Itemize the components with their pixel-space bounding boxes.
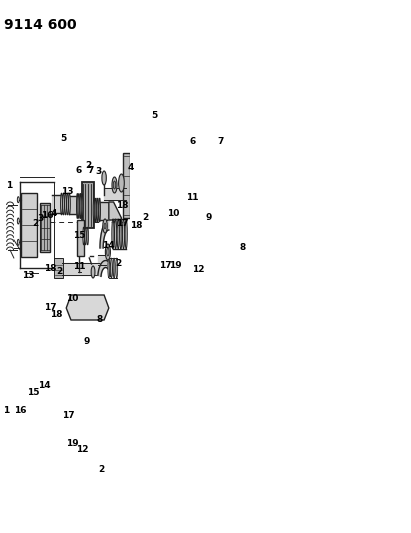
Text: 13: 13 <box>61 188 74 197</box>
Text: 9: 9 <box>206 214 212 222</box>
Text: 16: 16 <box>14 406 26 415</box>
Text: 15: 15 <box>73 230 86 239</box>
Ellipse shape <box>125 219 127 249</box>
Text: 2: 2 <box>98 465 104 473</box>
Text: 2: 2 <box>57 268 63 276</box>
Text: 10: 10 <box>167 208 179 217</box>
Text: 11: 11 <box>186 193 199 203</box>
Text: 14: 14 <box>38 382 51 390</box>
Ellipse shape <box>116 258 118 278</box>
Ellipse shape <box>111 258 112 278</box>
Text: 18: 18 <box>44 264 57 273</box>
Text: 18: 18 <box>50 310 62 319</box>
Text: 14: 14 <box>102 240 115 249</box>
Text: 8: 8 <box>97 316 103 324</box>
Ellipse shape <box>67 193 68 215</box>
Circle shape <box>119 174 124 192</box>
Text: 7: 7 <box>217 136 223 146</box>
Ellipse shape <box>76 193 78 219</box>
Ellipse shape <box>83 227 84 245</box>
Ellipse shape <box>112 219 114 249</box>
Circle shape <box>104 223 106 229</box>
Ellipse shape <box>97 198 99 222</box>
Text: 2: 2 <box>143 214 149 222</box>
Bar <box>77 220 83 256</box>
Text: 1: 1 <box>6 181 12 190</box>
Polygon shape <box>100 220 109 248</box>
Ellipse shape <box>120 219 122 249</box>
Ellipse shape <box>93 198 95 222</box>
Text: 3: 3 <box>37 214 43 223</box>
Text: 5: 5 <box>60 134 66 143</box>
Text: 2: 2 <box>85 160 92 169</box>
Text: 12: 12 <box>192 265 205 274</box>
Text: 2: 2 <box>115 259 121 268</box>
Text: 8: 8 <box>240 244 246 253</box>
Text: 7: 7 <box>88 166 94 175</box>
Text: 9114 600: 9114 600 <box>4 18 76 32</box>
Text: 1: 1 <box>3 406 9 415</box>
Ellipse shape <box>80 193 81 219</box>
Ellipse shape <box>87 227 88 245</box>
Ellipse shape <box>62 193 65 215</box>
Ellipse shape <box>99 198 100 222</box>
Bar <box>40 203 51 252</box>
Ellipse shape <box>113 258 115 278</box>
Text: 9: 9 <box>83 337 90 345</box>
Ellipse shape <box>95 198 97 222</box>
Ellipse shape <box>108 258 110 278</box>
Bar <box>123 153 129 218</box>
Polygon shape <box>98 261 113 276</box>
Ellipse shape <box>85 227 86 245</box>
Bar <box>21 193 37 257</box>
Circle shape <box>91 266 95 278</box>
Circle shape <box>103 219 107 233</box>
Text: 13: 13 <box>22 271 34 279</box>
Text: 6: 6 <box>76 166 82 175</box>
Circle shape <box>113 181 116 189</box>
Text: 10: 10 <box>66 294 78 303</box>
Ellipse shape <box>78 193 80 219</box>
Text: 18: 18 <box>116 201 128 211</box>
Circle shape <box>102 171 106 185</box>
Text: 12: 12 <box>76 446 89 454</box>
Text: 19: 19 <box>66 439 79 448</box>
Text: 3: 3 <box>96 167 102 176</box>
Polygon shape <box>109 202 121 235</box>
Text: 17: 17 <box>159 261 172 270</box>
Text: 4: 4 <box>51 209 57 217</box>
Circle shape <box>105 244 111 260</box>
Bar <box>82 182 94 228</box>
Ellipse shape <box>81 193 83 219</box>
Circle shape <box>112 177 117 193</box>
Ellipse shape <box>117 219 119 249</box>
Ellipse shape <box>115 219 117 249</box>
Ellipse shape <box>60 193 62 215</box>
Text: 17: 17 <box>44 303 57 311</box>
Circle shape <box>106 248 109 256</box>
Text: 15: 15 <box>27 388 39 397</box>
Text: 19: 19 <box>169 261 181 270</box>
Text: 6: 6 <box>189 136 196 146</box>
Text: 16: 16 <box>41 211 53 220</box>
Text: 11: 11 <box>73 262 85 271</box>
Text: 18: 18 <box>130 221 143 230</box>
Polygon shape <box>66 295 109 320</box>
Text: 17: 17 <box>62 411 75 420</box>
Text: 2: 2 <box>32 220 39 228</box>
Ellipse shape <box>65 193 67 215</box>
Ellipse shape <box>122 219 125 249</box>
Ellipse shape <box>69 193 70 215</box>
Text: 5: 5 <box>151 111 157 120</box>
Bar <box>54 258 63 278</box>
Text: 17: 17 <box>116 219 129 228</box>
Text: 4: 4 <box>128 164 134 173</box>
